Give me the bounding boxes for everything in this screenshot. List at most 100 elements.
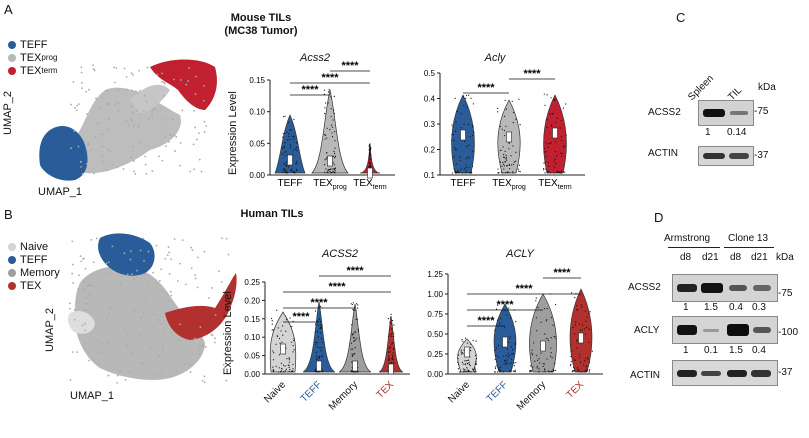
- violin-point: [463, 370, 465, 372]
- violin-point: [467, 370, 469, 372]
- umap-point: [221, 237, 223, 240]
- umap-point: [69, 378, 72, 381]
- umap-point: [144, 155, 147, 158]
- violin-point: [503, 156, 505, 159]
- violin-point: [369, 158, 372, 160]
- quant-d-acly-3: 1.5: [729, 345, 743, 356]
- violin-point: [511, 353, 513, 355]
- blot-d-actin-label: ACTIN: [630, 370, 660, 381]
- violin-point: [563, 171, 565, 173]
- violin-a1-gene: Acss2: [300, 52, 330, 64]
- violin-point: [547, 161, 549, 164]
- violin-point: [474, 369, 477, 371]
- umap-point: [123, 252, 126, 255]
- violin-point: [586, 369, 588, 372]
- violin-point: [505, 154, 507, 156]
- sig-label: ****: [292, 311, 310, 323]
- umap-point: [179, 79, 182, 81]
- violin-point: [474, 367, 476, 369]
- violin-point: [325, 168, 327, 170]
- violin-point: [507, 171, 509, 173]
- y-tick-label: 1.25: [427, 270, 443, 279]
- umap-point: [111, 163, 114, 166]
- violin-point: [560, 152, 562, 154]
- violin-point: [351, 353, 353, 355]
- violin-point: [557, 171, 559, 173]
- violin-point: [530, 370, 532, 372]
- violin-point: [572, 326, 574, 329]
- umap-point: [174, 150, 176, 152]
- y-tick-label: 0.25: [427, 350, 443, 359]
- violin-point: [451, 124, 453, 126]
- violin-point: [330, 172, 332, 174]
- umap-point: [175, 135, 178, 138]
- violin-point: [510, 370, 512, 372]
- sig-label: ****: [477, 82, 495, 94]
- violin-point: [511, 361, 513, 364]
- umap-point: [134, 173, 137, 175]
- violin-point: [498, 172, 500, 174]
- umap-point: [176, 279, 179, 282]
- y-tick-label: 0.05: [244, 352, 260, 361]
- violin-point: [369, 148, 372, 150]
- sig-label: ****: [328, 281, 346, 293]
- violin-point: [546, 319, 548, 321]
- blot-d-acly: [672, 316, 778, 344]
- violin-point: [585, 365, 587, 367]
- violin-point: [502, 161, 504, 163]
- violin-point: [574, 359, 577, 362]
- umap-point: [108, 150, 111, 152]
- quant-d-acss2-3: 0.4: [729, 302, 743, 313]
- umap-point: [136, 109, 138, 112]
- umap-point: [169, 134, 172, 137]
- violin-point: [296, 150, 298, 152]
- violin-point: [279, 342, 281, 344]
- umap-point: [171, 118, 174, 121]
- violin-point: [295, 142, 298, 144]
- violin-point: [461, 339, 463, 341]
- umap-point: [225, 379, 228, 382]
- violin-point: [326, 127, 328, 129]
- violin-point: [278, 371, 280, 373]
- violin-point: [284, 171, 286, 173]
- violin-point: [503, 153, 505, 156]
- sig-label: ****: [523, 68, 541, 80]
- violin-point: [334, 168, 336, 171]
- umap-point: [170, 258, 173, 261]
- umap-point: [153, 313, 156, 316]
- violin-point: [494, 371, 496, 373]
- violin-point: [518, 164, 521, 166]
- umap-point: [70, 103, 72, 106]
- violin-point: [554, 151, 557, 153]
- violin-point: [330, 168, 332, 170]
- violin-point: [330, 96, 332, 98]
- violin-point: [452, 134, 455, 136]
- violin-point: [325, 152, 328, 154]
- umap-point: [211, 334, 214, 337]
- lane-d21-c: d21: [751, 252, 768, 263]
- violin-point: [546, 308, 548, 310]
- violin-point: [514, 160, 517, 162]
- violin-point: [315, 358, 318, 360]
- umap-point: [130, 105, 133, 108]
- umap-point: [164, 257, 167, 260]
- umap-point: [87, 143, 90, 146]
- violin-point: [472, 150, 474, 152]
- violin-point: [550, 347, 552, 349]
- violin-point: [324, 159, 326, 161]
- violin-point: [549, 355, 552, 357]
- violin-point: [472, 103, 475, 105]
- violin-point: [550, 337, 552, 339]
- violin-point: [317, 330, 319, 333]
- violin-point: [285, 169, 287, 172]
- violin-point: [473, 131, 475, 133]
- violin-point: [581, 329, 583, 331]
- violin-point: [368, 154, 371, 156]
- violin-point: [390, 322, 392, 325]
- umap-point: [214, 314, 217, 316]
- violin-point: [547, 170, 549, 173]
- violin-point: [575, 321, 577, 323]
- umap-point: [131, 273, 134, 276]
- violin-point: [290, 169, 292, 171]
- violin-point: [547, 339, 549, 342]
